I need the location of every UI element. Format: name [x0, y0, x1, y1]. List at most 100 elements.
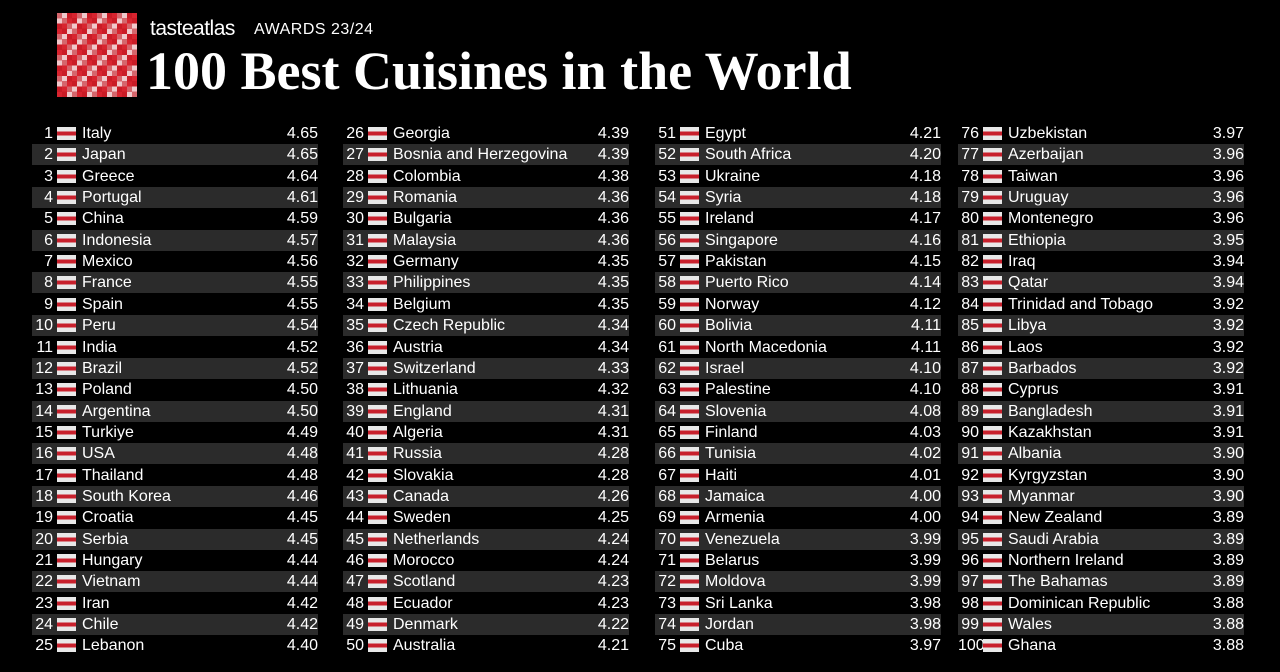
- country-name: England: [393, 402, 452, 420]
- flag-icon: [983, 361, 1002, 375]
- rank: 42: [346, 466, 364, 484]
- flag-icon: [983, 212, 1002, 226]
- country-name: Scotland: [393, 573, 456, 591]
- country-name: France: [82, 274, 132, 292]
- flag-icon: [680, 383, 699, 397]
- country-name: Montenegro: [1008, 210, 1094, 228]
- flag-icon: [680, 148, 699, 162]
- ranking-row: 57 Pakistan 4.15: [655, 251, 941, 272]
- rank: 39: [346, 402, 364, 420]
- country-name: Puerto Rico: [705, 274, 789, 292]
- rank: 1: [44, 125, 53, 142]
- score: 4.56: [286, 253, 318, 271]
- country-name: Iran: [82, 594, 110, 612]
- country-name: Argentina: [82, 402, 151, 420]
- ranking-row: 62 Israel 4.10: [655, 357, 941, 379]
- flag-icon: [57, 404, 76, 418]
- country-name: Denmark: [393, 616, 458, 634]
- flag-icon: [983, 297, 1002, 311]
- rank: 11: [36, 338, 53, 356]
- country-name: Australia: [393, 637, 456, 655]
- country-name: USA: [82, 445, 115, 463]
- flag-icon: [368, 596, 387, 610]
- flag-icon: [57, 511, 76, 525]
- country-name: Trinidad and Tobago: [1008, 295, 1153, 313]
- country-name: Czech Republic: [393, 317, 506, 335]
- flag-icon: [57, 340, 76, 354]
- flag-icon: [57, 212, 76, 226]
- ranking-row: 92 Kyrgyzstan 3.90: [958, 465, 1244, 486]
- score: 4.48: [286, 445, 318, 463]
- flag-icon: [368, 233, 387, 247]
- flag-icon: [680, 255, 699, 269]
- ranking-row: 79 Uruguay 3.96: [958, 187, 1244, 209]
- country-name: Egypt: [705, 125, 746, 142]
- score: 4.50: [286, 381, 318, 399]
- country-name: China: [82, 210, 124, 228]
- rank: 5: [44, 210, 53, 228]
- country-name: Norway: [705, 295, 760, 313]
- country-name: Bangladesh: [1008, 402, 1093, 420]
- country-name: Spain: [82, 295, 123, 313]
- rank: 6: [44, 231, 53, 249]
- rank: 35: [346, 317, 364, 335]
- ranking-row: 24 Chile 4.42: [32, 614, 318, 636]
- ranking-row: 20 Serbia 4.45: [32, 528, 318, 550]
- country-name: Romania: [393, 189, 458, 207]
- ranking-row: 18 South Korea 4.46: [32, 485, 318, 507]
- score: 4.18: [909, 189, 941, 207]
- ranking-row: 25 Lebanon 4.40: [32, 635, 318, 656]
- rank: 43: [346, 487, 364, 505]
- rank: 28: [346, 167, 364, 185]
- flag-icon: [57, 639, 76, 653]
- score: 4.50: [286, 402, 318, 420]
- score: 3.97: [1212, 125, 1244, 142]
- ranking-row: 10 Peru 4.54: [32, 315, 318, 337]
- flag-icon: [368, 297, 387, 311]
- score: 3.97: [909, 637, 941, 655]
- score: 4.20: [909, 146, 941, 164]
- flag-icon: [983, 276, 1002, 290]
- flag-icon: [983, 596, 1002, 610]
- country-name: India: [82, 338, 117, 356]
- rank: 57: [658, 253, 676, 271]
- rank: 67: [658, 466, 676, 484]
- awards-label: AWARDS 23/24: [254, 21, 374, 38]
- ranking-row: 8 France 4.55: [32, 272, 318, 294]
- rank: 36: [346, 338, 364, 356]
- score: 3.96: [1212, 146, 1244, 164]
- ranking-row: 89 Bangladesh 3.91: [958, 400, 1244, 422]
- country-name: Cuba: [705, 637, 744, 655]
- ranking-row: 23 Iran 4.42: [32, 593, 318, 614]
- score: 3.92: [1212, 359, 1244, 377]
- rank: 79: [961, 189, 979, 207]
- rank: 98: [961, 594, 979, 612]
- rank: 59: [658, 295, 676, 313]
- score: 4.36: [597, 210, 629, 228]
- ranking-row: 93 Myanmar 3.90: [958, 485, 1244, 507]
- country-name: Albania: [1008, 445, 1062, 463]
- ranking-row: 95 Saudi Arabia 3.89: [958, 528, 1244, 550]
- ranking-row: 81 Ethiopia 3.95: [958, 229, 1244, 251]
- score: 4.52: [286, 338, 318, 356]
- flag-icon: [680, 233, 699, 247]
- ranking-row: 30 Bulgaria 4.36: [343, 208, 629, 229]
- flag-icon: [983, 425, 1002, 439]
- rank: 49: [346, 616, 364, 634]
- score: 3.90: [1212, 466, 1244, 484]
- flag-icon: [57, 191, 76, 205]
- rank: 21: [35, 552, 53, 569]
- rank: 97: [961, 573, 979, 591]
- rank: 84: [961, 295, 979, 313]
- flag-icon: [368, 340, 387, 354]
- score: 4.35: [597, 295, 629, 313]
- country-name: Algeria: [393, 423, 443, 441]
- rank: 41: [346, 445, 364, 463]
- score: 4.65: [286, 146, 318, 164]
- flag-icon: [680, 212, 699, 226]
- country-name: South Africa: [705, 146, 792, 164]
- country-name: Uruguay: [1008, 189, 1069, 207]
- score: 4.02: [909, 445, 941, 463]
- score: 4.34: [597, 317, 629, 335]
- flag-icon: [983, 575, 1002, 589]
